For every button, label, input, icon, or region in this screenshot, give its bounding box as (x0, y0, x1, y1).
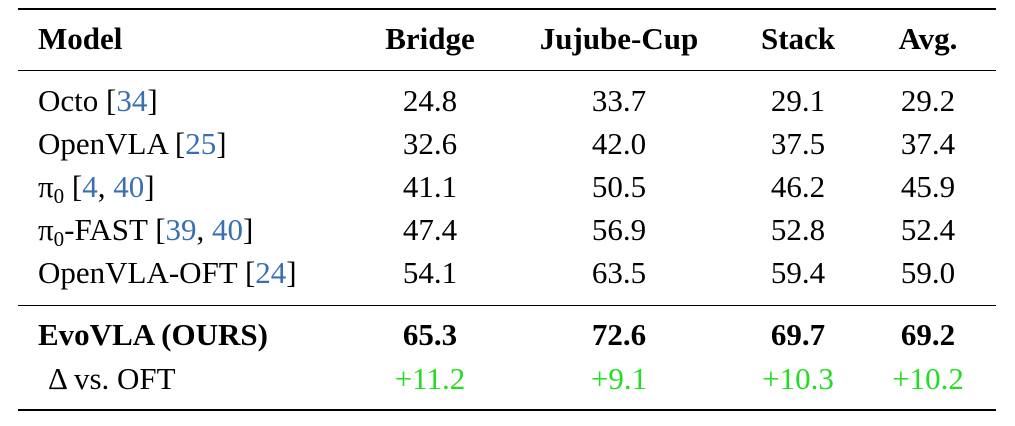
jujube-cup-value: 72.6 (591, 317, 647, 352)
citation-link[interactable]: 24 (255, 255, 287, 290)
bridge-delta: +11.2 (394, 361, 466, 396)
avg-value: 29.2 (900, 83, 956, 118)
stack-delta: +10.3 (762, 361, 834, 396)
citation-link[interactable]: 4 (82, 169, 98, 204)
bridge-value: 24.8 (402, 83, 458, 118)
ours-rule (18, 305, 996, 306)
header-avg: Avg. (898, 21, 958, 56)
bridge-value: 32.6 (402, 126, 458, 161)
bridge-value: 41.1 (402, 169, 458, 204)
delta-row: Δ vs. OFT +11.2 +9.1 +10.3 +10.2 (0, 358, 1015, 400)
citation-link[interactable]: 40 (212, 212, 244, 247)
avg-value: 69.2 (900, 317, 956, 352)
stack-value: 69.7 (770, 317, 826, 352)
jujube-cup-value: 56.9 (591, 212, 647, 247)
bridge-value: 65.3 (402, 317, 458, 352)
header-bridge: Bridge (385, 21, 475, 56)
stack-value: 59.4 (770, 255, 826, 290)
model-name: OpenVLA [25] (38, 126, 227, 161)
avg-value: 59.0 (900, 255, 956, 290)
table-row: OpenVLA [25] 32.6 42.0 37.5 37.4 (0, 123, 1015, 165)
avg-value: 37.4 (900, 126, 956, 161)
citation-link[interactable]: 34 (116, 83, 148, 118)
model-name: OpenVLA-OFT [24] (38, 255, 297, 290)
citation-link[interactable]: 39 (165, 212, 197, 247)
header-rule (18, 70, 996, 71)
table-row: π0 [4, 40] 41.1 50.5 46.2 45.9 (0, 166, 1015, 208)
jujube-cup-value: 50.5 (591, 169, 647, 204)
top-rule (18, 8, 996, 10)
ours-row: EvoVLA (OURS) 65.3 72.6 69.7 69.2 (0, 314, 1015, 356)
model-name: EvoVLA (OURS) (38, 317, 268, 352)
jujube-cup-delta: +9.1 (590, 361, 648, 396)
stack-value: 29.1 (770, 83, 826, 118)
bottom-rule (18, 409, 996, 411)
model-name: Octo [34] (38, 83, 158, 118)
model-name: π0-FAST [39, 40] (38, 212, 254, 251)
table-row: Octo [34] 24.8 33.7 29.1 29.2 (0, 80, 1015, 122)
avg-value: 45.9 (900, 169, 956, 204)
jujube-cup-value: 33.7 (591, 83, 647, 118)
delta-label: Δ vs. OFT (48, 361, 176, 396)
citation-link[interactable]: 40 (113, 169, 145, 204)
header-row: Model Bridge Jujube-Cup Stack Avg. (0, 18, 1015, 60)
avg-value: 52.4 (900, 212, 956, 247)
stack-value: 52.8 (770, 212, 826, 247)
stack-value: 37.5 (770, 126, 826, 161)
stack-value: 46.2 (770, 169, 826, 204)
avg-delta: +10.2 (892, 361, 964, 396)
table-row: OpenVLA-OFT [24] 54.1 63.5 59.4 59.0 (0, 252, 1015, 294)
header-model: Model (38, 21, 123, 56)
citation-link[interactable]: 25 (185, 126, 217, 161)
jujube-cup-value: 42.0 (591, 126, 647, 161)
bridge-value: 54.1 (402, 255, 458, 290)
header-stack: Stack (760, 21, 836, 56)
header-jujube-cup: Jujube-Cup (539, 21, 699, 56)
model-name: π0 [4, 40] (38, 169, 155, 208)
table-row: π0-FAST [39, 40] 47.4 56.9 52.8 52.4 (0, 209, 1015, 251)
bridge-value: 47.4 (402, 212, 458, 247)
jujube-cup-value: 63.5 (591, 255, 647, 290)
